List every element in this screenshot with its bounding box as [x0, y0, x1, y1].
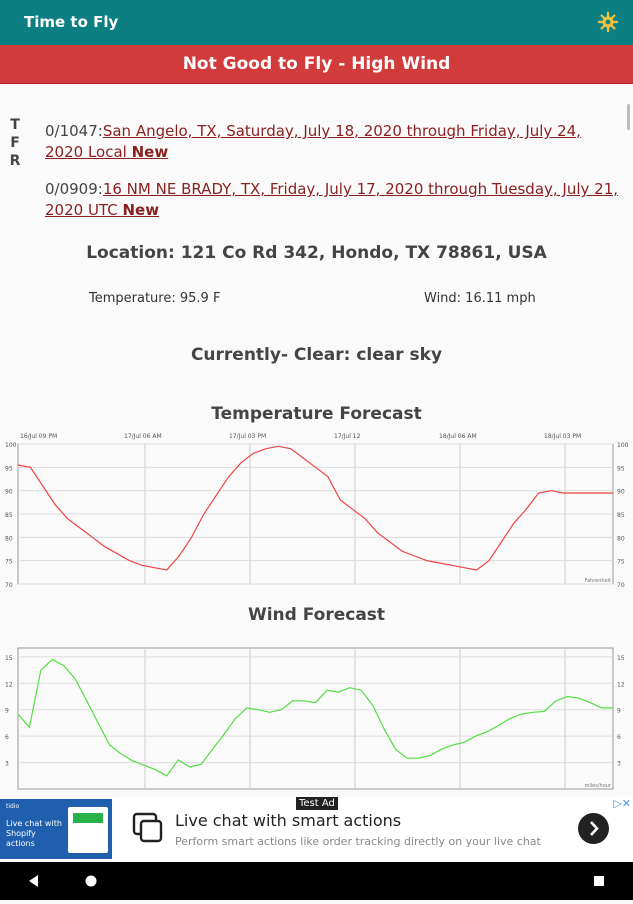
app-title: Time to Fly: [24, 13, 119, 31]
recents-icon[interactable]: [594, 876, 604, 886]
current-conditions: Currently- Clear: clear sky: [190, 345, 443, 365]
plot-frame: [17, 647, 614, 790]
fly-status-banner: Not Good to Fly - High Wind: [0, 45, 633, 84]
tfr-letter: R: [9, 153, 21, 169]
unit-label: miles/hour: [585, 783, 612, 789]
ad-thumbnail: tidio Live chat with Shopify actions: [0, 799, 112, 859]
series-line: [17, 658, 613, 777]
y-tick-label: 90: [617, 489, 625, 496]
y-tick-label: 3: [5, 761, 9, 768]
wind-chart-title: Wind Forecast: [247, 605, 386, 625]
y-tick-label: 95: [617, 465, 625, 472]
chat-icon: [132, 812, 163, 843]
chevron-right-icon: [590, 821, 599, 836]
y-tick-label: 85: [617, 512, 625, 519]
tfr-letter: F: [10, 135, 20, 151]
y-tick-label: 70: [617, 582, 625, 589]
tfr-letter: T: [10, 117, 20, 133]
series-line: [17, 445, 613, 571]
y-tick-label: 9: [617, 708, 621, 715]
ad-thumb-text: Live chat with Shopify actions: [6, 819, 62, 848]
y-tick-label: 85: [5, 512, 13, 519]
y-tick-label: 95: [5, 465, 13, 472]
fly-status-text: Not Good to Fly - High Wind: [182, 54, 451, 74]
ad-open-button[interactable]: [578, 813, 609, 844]
tfr-label: T F R: [8, 116, 22, 170]
y-tick-label: 100: [5, 442, 17, 449]
x-tick-label: 16/Jul 09 PM: [20, 433, 57, 440]
current-temperature: Temperature: 95.9 F: [89, 291, 221, 306]
x-tick-label: 17/Jul 06 AM: [124, 433, 162, 440]
x-tick-label: 18/Jul 03 PM: [544, 433, 581, 440]
temperature-chart-title: Temperature Forecast: [211, 404, 422, 424]
test-ad-tag: Test Ad: [296, 797, 338, 810]
location-text: Location: 121 Co Rd 342, Hondo, TX 78861…: [86, 243, 547, 263]
ad-banner[interactable]: tidio Live chat with Shopify actions Tes…: [0, 797, 633, 862]
notice-id: 0/1047:: [45, 122, 103, 140]
current-wind: Wind: 16.11 mph: [424, 291, 536, 306]
y-tick-label: 75: [5, 559, 13, 566]
y-tick-label: 100: [617, 442, 629, 449]
new-badge: New: [131, 143, 169, 161]
x-tick-label: 17/Jul 12: [334, 433, 361, 440]
x-tick-label: 18/Jul 06 AM: [439, 433, 477, 440]
y-tick-label: 12: [617, 681, 625, 688]
y-tick-label: 6: [5, 734, 9, 741]
scrollbar[interactable]: [627, 104, 630, 130]
y-tick-label: 3: [617, 761, 621, 768]
y-tick-label: 12: [5, 681, 13, 688]
ad-close-icon[interactable]: ▷✕: [613, 797, 631, 810]
system-nav-bar: [0, 862, 633, 900]
settings-icon[interactable]: [597, 11, 619, 33]
ad-brand: tidio: [6, 803, 20, 810]
app-bar: Time to Fly: [0, 0, 633, 45]
wind-chart[interactable]: 15 15 12 12 9 9 6 6 3 3 miles/hour: [0, 640, 633, 795]
home-icon[interactable]: [85, 875, 97, 887]
y-tick-label: 90: [5, 489, 13, 496]
tfr-notice: 0/1047:San Angelo, TX, Saturday, July 18…: [45, 121, 620, 163]
x-tick-label: 17/Jul 03 PM: [229, 433, 266, 440]
notice-id: 0/0909:: [45, 180, 103, 198]
nav-buttons: [29, 875, 604, 887]
y-tick-label: 6: [617, 734, 621, 741]
y-tick-label: 75: [617, 559, 625, 566]
y-tick-label: 80: [5, 535, 13, 542]
back-icon[interactable]: [29, 875, 38, 887]
temperature-chart[interactable]: 100 100 95 95 90 90 85 85 80 80 75 75 70 70 16/Jul 09 …: [0, 428, 633, 590]
notice-link[interactable]: 16 NM NE BRADY, TX, Friday, July 17, 202…: [45, 180, 619, 219]
new-badge: New: [122, 201, 160, 219]
tfr-notice: 0/0909:16 NM NE BRADY, TX, Friday, July …: [45, 179, 620, 221]
y-tick-label: 70: [5, 582, 13, 589]
y-tick-label: 9: [5, 708, 9, 715]
notice-link[interactable]: San Angelo, TX, Saturday, July 18, 2020 …: [45, 122, 581, 161]
y-tick-label: 15: [5, 655, 13, 662]
y-tick-label: 80: [617, 535, 625, 542]
y-tick-label: 15: [617, 655, 625, 662]
ad-subline: Perform smart actions like order trackin…: [175, 835, 541, 848]
ad-headline: Live chat with smart actions: [175, 811, 402, 830]
unit-label: Fahrenheit: [585, 578, 611, 584]
